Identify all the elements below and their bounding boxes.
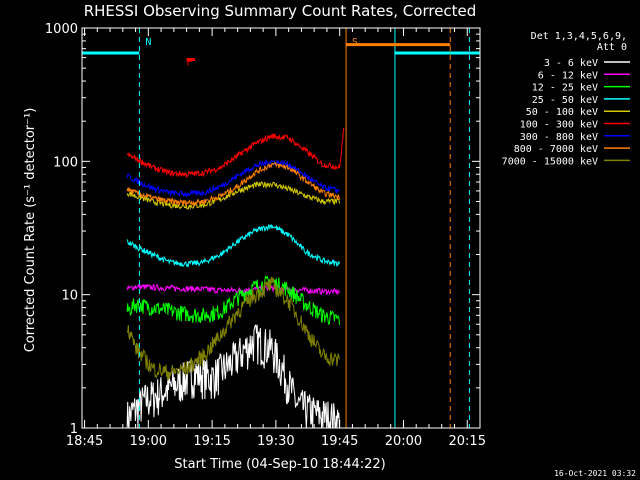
series-line-6 — [126, 158, 340, 199]
series-line-8 — [127, 276, 340, 381]
footer-timestamp: 16-Oct-2021 03:32 — [554, 469, 636, 478]
y-axis-label: Corrected Count Rate (s⁻¹ detector⁻¹) — [23, 108, 38, 353]
legend-label-2: 12 - 25 keV — [532, 83, 598, 94]
annotation-n: N — [145, 37, 151, 48]
legend-label-0: 3 - 6 keV — [544, 58, 598, 69]
series-line-7 — [126, 161, 340, 208]
y-tick-label: 1 — [70, 422, 78, 437]
series-line-3 — [126, 224, 340, 268]
series-line-5 — [126, 127, 345, 179]
legend-label-1: 6 - 12 keV — [538, 70, 598, 81]
x-tick-label: 19:15 — [193, 434, 230, 449]
y-tick-label: 100 — [53, 155, 78, 170]
x-tick-label: 19:45 — [321, 434, 358, 449]
y-tick-label: 1000 — [45, 22, 78, 37]
x-axis-label: Start Time (04-Sep-10 18:44:22) — [174, 457, 385, 472]
legend-label-4: 50 - 100 keV — [526, 107, 598, 118]
legend-label-6: 300 - 800 keV — [520, 132, 598, 143]
legend-label-3: 25 - 50 keV — [532, 95, 598, 106]
plot-area: N F S — [82, 28, 480, 429]
x-tick-label: 19:30 — [257, 434, 294, 449]
x-tick-label: 20:15 — [449, 434, 486, 449]
series-line-2 — [126, 274, 340, 326]
x-tick-label: 20:00 — [385, 434, 422, 449]
series-line-1 — [126, 283, 340, 296]
legend-header-line: Att 0 — [597, 42, 627, 53]
annotation-f: F — [186, 58, 192, 69]
x-tick-label: 18:45 — [66, 434, 103, 449]
series-line-0 — [126, 324, 340, 429]
legend-label-8: 7000 - 15000 keV — [502, 156, 598, 167]
series-line-4 — [126, 180, 340, 210]
chart-title: RHESSI Observing Summary Count Rates, Co… — [84, 2, 477, 20]
legend-label-7: 800 - 7000 keV — [514, 144, 598, 155]
y-tick-label: 10 — [61, 289, 78, 304]
x-tick-label: 19:00 — [130, 434, 167, 449]
legend-label-5: 100 - 300 keV — [520, 120, 598, 131]
axes: 18:45 19:00 19:15 19:30 19:45 20:00 20:15 1 10 10… — [45, 22, 486, 449]
legend-header-line: Det 1,3,4,5,6,9, — [531, 31, 627, 42]
plot-frame — [81, 27, 481, 429]
annotation-s: S — [352, 37, 358, 48]
